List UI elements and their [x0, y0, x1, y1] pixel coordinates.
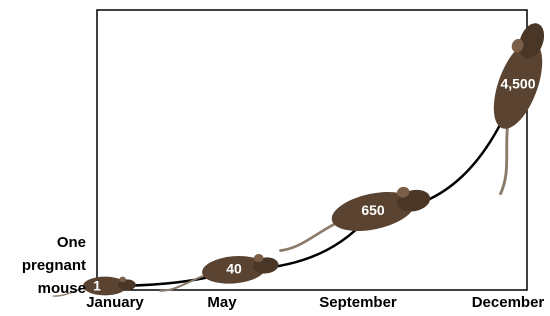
mouse: [157, 252, 280, 291]
value-label: 1: [93, 278, 101, 294]
page: January May September December 1 40 650 4,500 O…: [0, 0, 550, 316]
x-tick-label: May: [207, 294, 237, 311]
mouse-ear: [119, 277, 126, 283]
x-tick-label: December: [472, 294, 545, 311]
value-label: 40: [226, 261, 242, 277]
x-tick-label: January: [86, 294, 144, 311]
mouse-tail: [485, 128, 523, 195]
value-label: 650: [361, 202, 385, 218]
frame: [97, 10, 527, 290]
x-tick-label: September: [319, 294, 397, 311]
mouse-tail: [276, 224, 338, 251]
mouse: [462, 18, 550, 195]
value-label: 4,500: [500, 76, 535, 92]
growth-curve: [105, 85, 518, 286]
annotation: One pregnant mouse: [14, 231, 86, 300]
mouse: [272, 182, 435, 251]
